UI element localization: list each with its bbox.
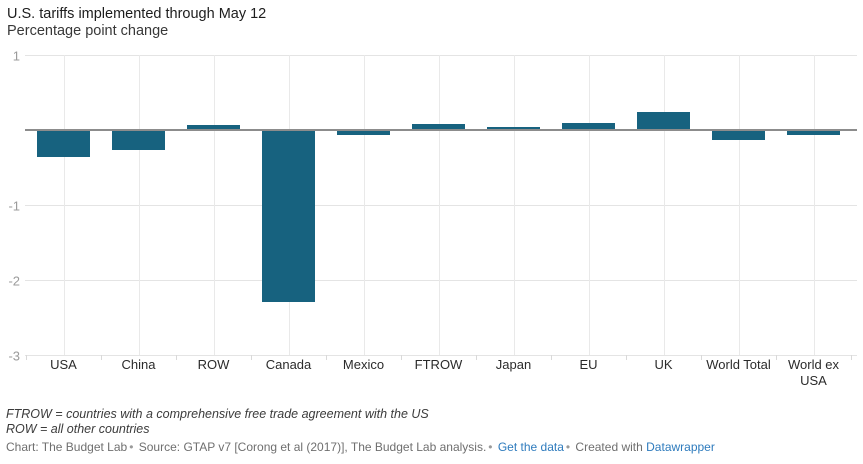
v-gridline: [513, 55, 515, 355]
x-axis-label-canada: Canada: [265, 357, 312, 372]
bar-uk[interactable]: [637, 112, 690, 130]
x-axis-label-world-total: World Total: [706, 357, 771, 372]
v-gridline: [663, 55, 665, 355]
attribution-bar: Chart: The Budget Lab • Source: GTAP v7 […: [6, 440, 715, 455]
chart-title: U.S. tariffs implemented through May 12: [7, 6, 267, 22]
zero-baseline: [25, 129, 857, 131]
separator-dot: •: [565, 440, 571, 454]
bar-ftrow[interactable]: [412, 124, 465, 130]
v-gridline: [438, 55, 440, 355]
bar-mexico[interactable]: [337, 130, 390, 136]
v-gridline: [63, 55, 65, 355]
footnote-ftrow: FTROW = countries with a comprehensive f…: [6, 407, 429, 421]
x-axis-boundary-tick: [551, 355, 552, 360]
bar-row[interactable]: [187, 124, 240, 130]
x-axis-label-world-ex-usa: World ex USA: [787, 357, 840, 388]
v-gridline: [213, 55, 215, 355]
y-gridline: [25, 205, 857, 206]
y-axis-tick-label: -1: [8, 198, 20, 213]
v-gridline: [138, 55, 140, 355]
datawrapper-link[interactable]: Datawrapper: [646, 440, 715, 454]
bar-china[interactable]: [112, 130, 165, 151]
get-the-data-link[interactable]: Get the data: [497, 440, 564, 454]
x-axis-label-uk: UK: [654, 357, 673, 372]
v-gridline: [813, 55, 815, 355]
chart-credit: Chart: The Budget Lab: [6, 440, 128, 454]
x-axis-boundary-tick: [26, 355, 27, 360]
bar-usa[interactable]: [37, 130, 90, 157]
y-axis-tick-label: -3: [8, 348, 20, 363]
x-axis-label-eu: EU: [579, 357, 598, 372]
source-credit: Source: GTAP v7 [Corong et al (2017)], T…: [138, 440, 487, 454]
x-axis-boundary-tick: [626, 355, 627, 360]
x-axis-boundary-tick: [176, 355, 177, 360]
x-axis-boundary-tick: [101, 355, 102, 360]
x-axis-label-mexico: Mexico: [342, 357, 385, 372]
chart-header: U.S. tariffs implemented through May 12 …: [7, 6, 266, 40]
bar-world-ex-usa[interactable]: [787, 130, 840, 135]
x-axis-boundary-tick: [326, 355, 327, 360]
x-axis-label-japan: Japan: [495, 357, 532, 372]
x-axis-label-china: China: [121, 357, 156, 372]
y-gridline: [25, 280, 857, 281]
x-axis-label-ftrow: FTROW: [414, 357, 463, 372]
bar-japan[interactable]: [487, 127, 540, 130]
bar-canada[interactable]: [262, 130, 315, 302]
x-axis-boundary-tick: [476, 355, 477, 360]
x-axis-boundary-tick: [251, 355, 252, 360]
y-axis-tick-label: -2: [8, 273, 20, 288]
created-with-label: Created with: [575, 440, 643, 454]
chart-subtitle: Percentage point change: [7, 23, 169, 39]
y-gridline: [25, 55, 857, 56]
x-axis-boundary-tick: [401, 355, 402, 360]
separator-dot: •: [129, 440, 134, 454]
y-axis-tick-label: 1: [12, 48, 20, 63]
x-axis-boundary-tick: [851, 355, 852, 360]
footnote-row: ROW = all other countries: [6, 422, 150, 436]
v-gridline: [738, 55, 740, 355]
v-gridline: [588, 55, 590, 355]
x-axis-label-row: ROW: [197, 357, 230, 372]
v-gridline: [363, 55, 365, 355]
separator-dot: •: [488, 440, 493, 454]
bar-eu[interactable]: [562, 123, 615, 130]
bar-world-total[interactable]: [712, 130, 765, 140]
x-axis-boundary-tick: [701, 355, 702, 360]
y-gridline: [25, 355, 857, 356]
x-axis-label-usa: USA: [50, 357, 77, 372]
x-axis-boundary-tick: [776, 355, 777, 360]
chart-footnotes: FTROW = countries with a comprehensive f…: [6, 407, 429, 437]
